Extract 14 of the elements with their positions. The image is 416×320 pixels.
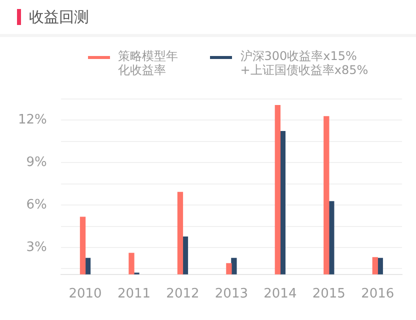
x-tick-label: 2015	[312, 286, 346, 302]
y-tick-label: 3%	[26, 240, 47, 255]
y-tick-label: 6%	[26, 197, 47, 212]
x-tick-label: 2012	[166, 286, 200, 302]
y-tick-label: 12%	[18, 112, 47, 128]
legend-label: 沪深300收益率x15%+上证国债收益率x85%	[240, 49, 368, 77]
x-tick-label: 2010	[68, 286, 102, 302]
x-tick-label: 2016	[361, 286, 394, 302]
legend-label: 策略模型年化收益率	[118, 49, 179, 77]
x-tick-label: 2013	[214, 286, 248, 302]
chart-title: 收益回测	[29, 8, 89, 26]
x-tick-label: 2011	[117, 286, 151, 302]
x-tick-label: 2014	[264, 286, 297, 302]
y-tick-label: 9%	[26, 154, 47, 170]
